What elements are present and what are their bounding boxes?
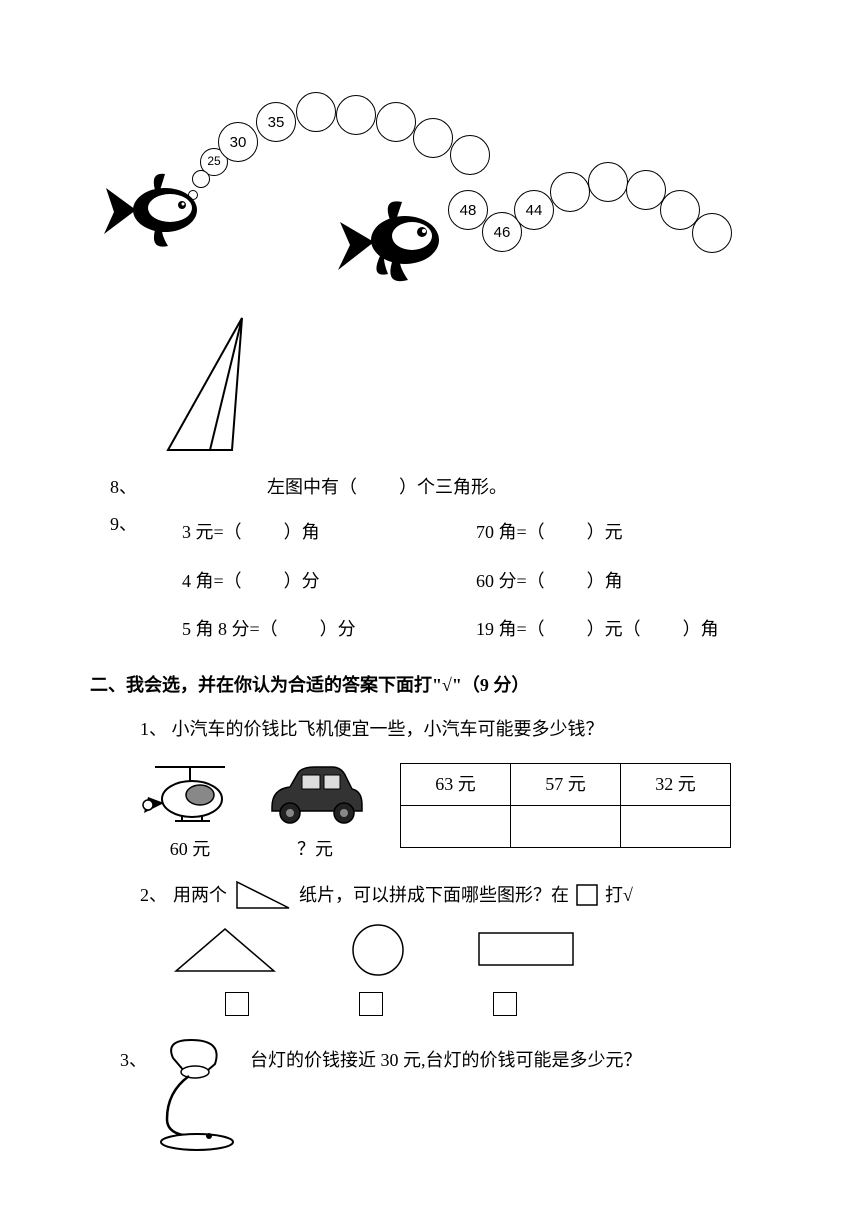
bubble-empty — [376, 102, 416, 142]
bubble-35: 35 — [256, 102, 296, 142]
bubble-empty — [588, 162, 628, 202]
bubble-empty — [692, 213, 732, 253]
bubble-empty — [336, 95, 376, 135]
s2q2-number: 2、 — [140, 879, 167, 911]
bubble-30: 30 — [218, 122, 258, 162]
fish-icon — [100, 160, 220, 270]
answer-cell[interactable] — [511, 805, 621, 847]
q9-3b: 19 角=（）元（）角 — [476, 605, 760, 653]
question-8: 8、 左图中有（ ）个三角形。 — [110, 470, 760, 504]
helicopter-item: 60 元 — [140, 755, 240, 865]
q9-2a: 4 角=（）分 — [182, 557, 466, 605]
price-options-table: 63 元 57 元 32 元 — [400, 763, 731, 848]
car-price: ？元 — [297, 833, 333, 865]
s2q1-illustration-row: 60 元 ？元 63 元 57 元 32 元 — [140, 755, 760, 865]
q8-number: 8、 — [110, 471, 137, 503]
q9-2b: 60 分=（）角 — [476, 557, 760, 605]
option-cell: 57 元 — [511, 763, 621, 805]
q9-1b: 70 角=（）元 — [476, 508, 760, 556]
s2q1-text: 小汽车的价钱比飞机便宜一些，小汽车可能要多少钱？ — [172, 719, 604, 739]
s2-question-1: 1、 小汽车的价钱比飞机便宜一些，小汽车可能要多少钱？ — [140, 713, 760, 745]
s2-question-3: 3、 台灯的价钱接近 30 元,台灯的价钱可能是多少元？ — [110, 1034, 760, 1159]
fish-icon — [330, 190, 460, 310]
q9-1a: 3 元=（）角 — [182, 508, 466, 556]
triangle-option-icon — [170, 925, 280, 975]
s2q2-text-c: 打√ — [605, 879, 633, 911]
s2q3-number: 3、 — [120, 1044, 147, 1076]
right-triangle-icon — [233, 878, 293, 912]
question-9: 9、 3 元=（）角 70 角=（）元 4 角=（）分 60 分=（）角 5 角… — [110, 508, 760, 653]
bubble-empty — [413, 118, 453, 158]
s2-question-2: 2、 用两个 纸片，可以拼成下面哪些图形？在 打√ — [140, 878, 760, 912]
s2q3-text: 台灯的价钱接近 30 元,台灯的价钱可能是多少元？ — [250, 1044, 642, 1076]
helicopter-icon — [140, 755, 240, 833]
checkbox-triangle[interactable] — [225, 992, 249, 1016]
q8-text-left: 左图中有（ — [267, 471, 357, 503]
checkbox-row — [225, 992, 760, 1016]
section-2-header: 二、我会选，并在你认为合适的答案下面打"√"（9 分） — [90, 669, 760, 701]
shape-options-row — [170, 922, 760, 978]
s2q1-number: 1、 — [140, 719, 167, 739]
car-item: ？元 — [260, 755, 370, 865]
q8-text-right: ）个三角形。 — [399, 471, 507, 503]
q9-number: 9、 — [110, 508, 137, 540]
car-icon — [260, 755, 370, 833]
option-cell: 32 元 — [621, 763, 731, 805]
helicopter-price: 60 元 — [170, 833, 211, 865]
fish-bubble-diagram: 25 30 35 48 46 44 — [110, 40, 760, 310]
answer-cell[interactable] — [621, 805, 731, 847]
answer-cell[interactable] — [401, 805, 511, 847]
s2q2-text-a: 用两个 — [173, 879, 227, 911]
rectangle-option-icon — [476, 930, 576, 970]
checkbox-inline-icon — [575, 883, 599, 907]
bubble-empty — [296, 92, 336, 132]
checkbox-rectangle[interactable] — [493, 992, 517, 1016]
option-cell: 63 元 — [401, 763, 511, 805]
s2q2-text-b: 纸片，可以拼成下面哪些图形？在 — [299, 879, 569, 911]
bubble-empty — [450, 135, 490, 175]
bubble-empty — [550, 172, 590, 212]
checkbox-circle[interactable] — [359, 992, 383, 1016]
circle-option-icon — [350, 922, 406, 978]
triangle-figure — [150, 310, 760, 470]
bubble-44: 44 — [514, 190, 554, 230]
desk-lamp-icon — [147, 1034, 242, 1159]
q9-3a: 5 角 8 分=（）分 — [182, 605, 466, 653]
